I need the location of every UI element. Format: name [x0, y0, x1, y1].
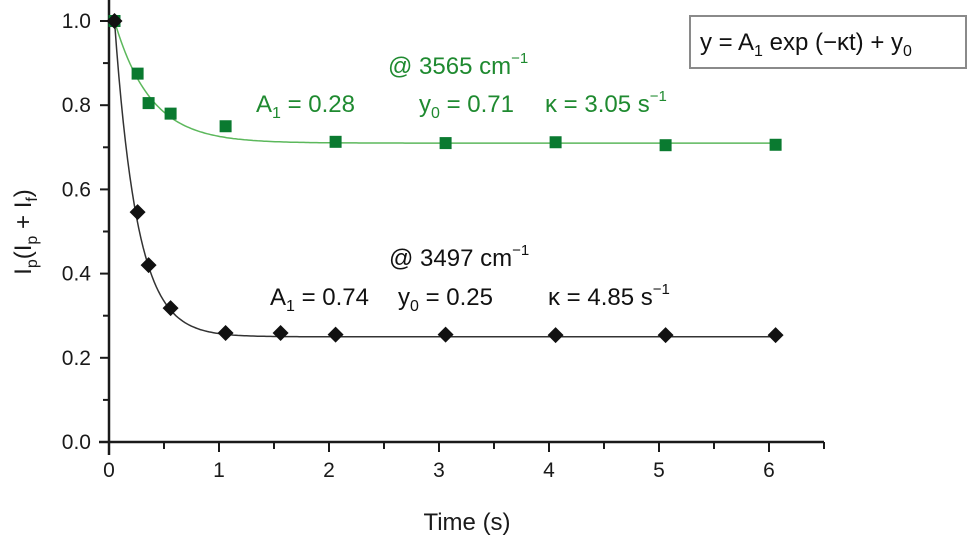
svg-text:y0 = 0.25: y0 = 0.25: [398, 284, 493, 315]
y-axis-title: Ip(Ip + If): [10, 189, 41, 275]
diamond-marker: [327, 326, 344, 343]
x-axis-title: Time (s): [423, 509, 510, 536]
x-tick-label: 5: [653, 459, 665, 482]
y-tick-label: 0.6: [62, 178, 91, 201]
diamond-marker: [106, 13, 123, 29]
square-marker: [329, 135, 342, 148]
diamond-marker: [162, 300, 179, 317]
square-marker: [659, 139, 672, 152]
diamond-marker: [217, 324, 234, 341]
y-tick-label: 0.2: [62, 347, 91, 370]
y-tick-label: 0.4: [62, 263, 92, 286]
diamond-marker: [140, 257, 157, 274]
diamond-marker: [272, 324, 289, 341]
x-tick-label: 1: [213, 459, 225, 482]
diamond-marker: [129, 204, 146, 221]
x-tick-label: 0: [103, 459, 115, 482]
diamond-marker: [547, 327, 564, 344]
x-tick-label: 6: [763, 459, 775, 482]
square-marker: [131, 67, 144, 80]
svg-text:κ = 4.85 s−1: κ = 4.85 s−1: [548, 281, 670, 311]
square-marker: [549, 136, 562, 149]
equation-box: y = A1 exp (−κt) + y0: [689, 15, 967, 69]
square-marker: [439, 137, 452, 150]
square-marker: [164, 107, 177, 120]
fit-curve: [113, 20, 779, 144]
svg-text:κ = 3.05 s−1: κ = 3.05 s−1: [545, 88, 667, 118]
svg-text:y0 = 0.71: y0 = 0.71: [419, 91, 514, 122]
square-marker: [219, 120, 232, 133]
black-series-annotation: @ 3497 cm−1 A1 = 0.74 y0 = 0.25 κ = 4.85…: [270, 242, 670, 315]
green-series-annotation: @ 3565 cm−1 A1 = 0.28 y0 = 0.71 κ = 3.05…: [256, 50, 667, 122]
diamond-marker: [437, 326, 454, 343]
square-marker: [769, 138, 782, 151]
svg-text:A1 = 0.74: A1 = 0.74: [270, 284, 369, 315]
svg-text:y = A1 exp (−κt) + y0: y = A1 exp (−κt) + y0: [700, 29, 912, 60]
svg-text:A1 = 0.28: A1 = 0.28: [256, 91, 355, 122]
data-points: [106, 13, 784, 344]
y-tick-label: 1.0: [62, 10, 91, 33]
x-tick-label: 2: [323, 459, 335, 482]
y-tick-label: 0.8: [62, 94, 91, 117]
x-tick-label: 4: [543, 459, 555, 482]
svg-text:@ 3565 cm−1: @ 3565 cm−1: [388, 50, 528, 80]
x-tick-label: 3: [433, 459, 445, 482]
diamond-marker: [767, 327, 784, 344]
axes: 0.0 0.2 0.4 0.6 0.8 1.0 0 1 2 3 4 5 6: [62, 0, 825, 482]
svg-text:@ 3497 cm−1: @ 3497 cm−1: [389, 242, 529, 272]
square-marker: [142, 97, 155, 110]
diamond-marker: [657, 327, 674, 344]
y-tick-label: 0.0: [62, 431, 91, 454]
